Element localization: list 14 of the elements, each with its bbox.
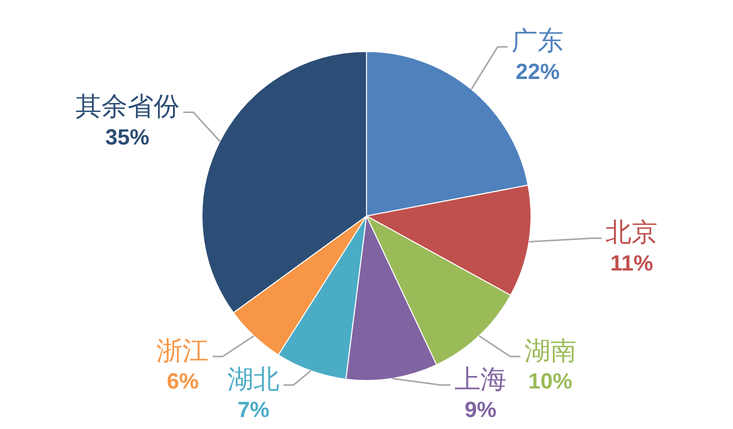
data-label: 10%: [528, 368, 572, 394]
data-label: 35%: [105, 124, 150, 150]
data-label: 11%: [610, 250, 654, 276]
data-label: 22%: [516, 58, 560, 84]
slice-label: 浙江: [156, 336, 209, 366]
data-label: 7%: [238, 397, 270, 422]
data-label: 6%: [166, 368, 199, 394]
slice-label: 广东: [512, 26, 564, 57]
data-label: 9%: [464, 397, 496, 422]
slice-label: 湖北: [228, 364, 280, 395]
slice-label: 其余省份: [75, 92, 180, 122]
slice-label: 湖南: [524, 336, 576, 366]
slice-label: 上海: [454, 364, 506, 395]
slice-label: 北京: [606, 218, 658, 248]
